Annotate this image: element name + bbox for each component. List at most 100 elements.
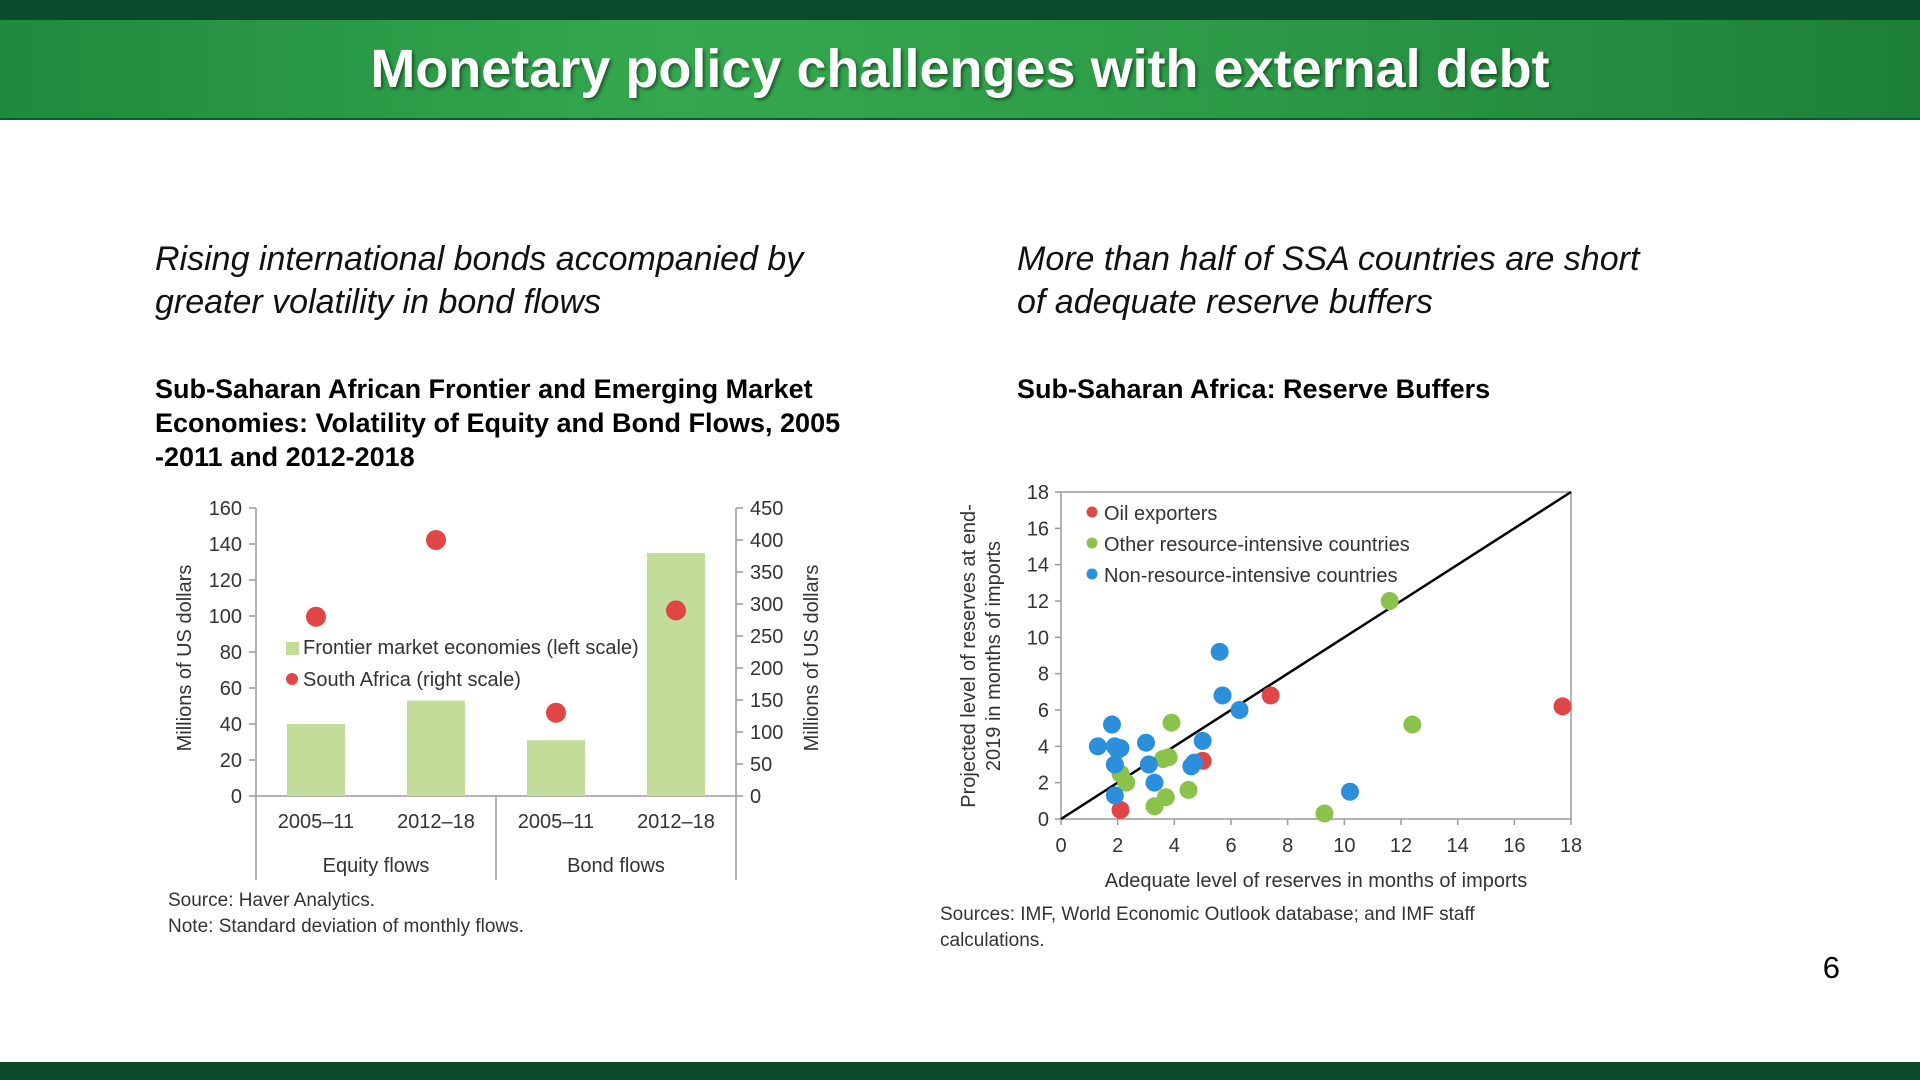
x-tick-label: 10 (1333, 835, 1355, 857)
right-y-tick-label: 200 (750, 658, 783, 680)
right-y-axis-label: Millions of US dollars (801, 565, 823, 752)
y-tick-label: 18 (1027, 482, 1049, 504)
non-resource-intensive-point (1193, 731, 1212, 750)
y-tick-label: 10 (1027, 627, 1049, 649)
slide-title: Monetary policy challenges with external… (370, 39, 1550, 99)
left-y-tick-label: 120 (209, 570, 242, 592)
x-tick-label: 8 (1282, 835, 1293, 857)
left-chart-title-line3: -2011 and 2012-2018 (155, 442, 415, 472)
resource-intensive-point (1403, 715, 1422, 734)
right-subtitle: More than half of SSA countries are shor… (1017, 238, 1777, 324)
legend-oil-swatch (1086, 506, 1098, 518)
right-y-tick-label: 0 (750, 786, 761, 808)
legend-marker-label: South Africa (right scale) (303, 669, 521, 691)
page-number: 6 (1822, 950, 1840, 985)
x-tick-label: 12 (1390, 835, 1412, 857)
y-tick-label: 6 (1038, 700, 1049, 722)
right-subtitle-line1: More than half of SSA countries are shor… (1017, 240, 1640, 278)
category-label: 2005–11 (278, 811, 354, 833)
non-resource-intensive-point (1185, 753, 1204, 772)
y-tick-label: 4 (1038, 736, 1049, 758)
legend-resource-swatch (1086, 537, 1098, 549)
non-resource-intensive-point (1210, 642, 1229, 661)
oil-exporter-point (1111, 800, 1130, 819)
bond-flows-chart: 0 20 40 60 80 100 120 140 160 0 50 100 150 200 250 300… (174, 498, 823, 880)
right-source-line2: calculations. (940, 930, 1045, 951)
bar-chart-legend: Frontier market economies (left scale) S… (286, 637, 639, 691)
right-sources: Sources: IMF, World Economic Outlook dat… (940, 902, 1660, 954)
x-tick-label: 4 (1169, 835, 1180, 857)
left-subtitle-line2: greater volatility in bond flows (155, 283, 602, 321)
category-label: 2005–11 (518, 811, 594, 833)
left-y-tick-label: 60 (220, 678, 242, 700)
plot-frame (1060, 491, 1572, 820)
left-chart-title-line2: Economies: Volatility of Equity and Bond… (155, 408, 841, 438)
left-chart-title-line1: Sub-Saharan African Frontier and Emergin… (155, 374, 813, 404)
x-tick-label: 18 (1560, 835, 1582, 857)
x-tick-label: 0 (1055, 835, 1066, 857)
frontier-bar (287, 724, 345, 796)
resource-intensive-point (1159, 748, 1178, 767)
x-tick-label: 6 (1225, 835, 1236, 857)
category-label: 2012–18 (637, 811, 715, 833)
left-y-tick-label: 40 (220, 714, 242, 736)
y-tick-label: 16 (1027, 518, 1049, 540)
group-label: Equity flows (323, 855, 430, 877)
reserve-buffers-chart: 0 2 4 6 8 10 12 14 16 18 0 2 4 6 8 10 12 14 16 18 Adequate… (958, 482, 1582, 892)
south-africa-marker (306, 606, 326, 627)
y-tick-label: 8 (1038, 664, 1049, 686)
resource-intensive-point (1179, 780, 1198, 799)
legend-bar-label: Frontier market economies (left scale) (303, 637, 639, 659)
left-y-tick-label: 20 (220, 750, 242, 772)
resource-intensive-point (1162, 713, 1181, 732)
south-africa-marker (666, 600, 686, 621)
right-y-tick-label: 300 (750, 594, 783, 616)
legend-nonresource-label: Non-resource-intensive countries (1104, 565, 1397, 587)
legend-oil-label: Oil exporters (1104, 503, 1217, 525)
legend-bar-swatch (286, 642, 299, 655)
non-resource-intensive-point (1088, 737, 1107, 756)
y-tick-label: 0 (1038, 809, 1049, 831)
left-note: Note: Standard deviation of monthly flow… (168, 916, 524, 937)
left-y-tick-label: 100 (209, 606, 242, 628)
x-axis-label: Adequate level of reserves in months of … (1105, 870, 1527, 892)
category-label: 2012–18 (397, 811, 475, 833)
y-axis-label-line2: 2019 in months of imports (983, 541, 1005, 771)
left-y-axis-label: Millions of US dollars (174, 565, 196, 752)
group-label: Bond flows (567, 855, 665, 877)
x-tick-label: 2 (1112, 835, 1123, 857)
right-y-tick-label: 250 (750, 626, 783, 648)
frontier-bar (647, 553, 705, 796)
y-axis-label-line1: Projected level of reserves at end- (958, 504, 980, 808)
right-y-tick-label: 400 (750, 530, 783, 552)
scatter-legend: Oil exporters Other resource-intensive c… (1086, 503, 1410, 587)
left-source: Source: Haver Analytics. (168, 890, 375, 911)
non-resource-intensive-point (1137, 733, 1155, 752)
non-resource-intensive-point (1105, 755, 1124, 774)
right-subtitle-line2: of adequate reserve buffers (1017, 283, 1433, 321)
right-y-tick-label: 100 (750, 722, 783, 744)
oil-exporter-point (1261, 686, 1280, 705)
non-resource-intensive-point (1230, 701, 1249, 719)
non-resource-intensive-point (1139, 755, 1158, 774)
title-banner: Monetary policy challenges with external… (0, 20, 1920, 120)
non-resource-intensive-point (1105, 786, 1124, 805)
non-resource-intensive-point (1103, 715, 1121, 734)
south-africa-marker (546, 702, 566, 723)
non-resource-intensive-point (1111, 739, 1130, 758)
left-source-notes: Source: Haver Analytics. Note: Standard … (168, 888, 848, 940)
frontier-bar (527, 740, 585, 796)
right-y-tick-label: 350 (750, 562, 783, 584)
x-tick-label: 14 (1447, 835, 1469, 857)
legend-resource-label: Other resource-intensive countries (1104, 534, 1410, 556)
left-chart-title: Sub-Saharan African Frontier and Emergin… (155, 372, 935, 474)
non-resource-intensive-point (1213, 686, 1232, 705)
oil-exporter-point (1553, 697, 1572, 716)
y-tick-label: 12 (1027, 591, 1049, 613)
top-strip (0, 0, 1920, 20)
right-y-tick-label: 450 (750, 498, 783, 520)
y-tick-label: 14 (1027, 555, 1049, 577)
legend-nonresource-swatch (1086, 568, 1098, 580)
x-tick-label: 16 (1503, 835, 1525, 857)
right-chart-title: Sub-Saharan Africa: Reserve Buffers (1017, 374, 1491, 404)
